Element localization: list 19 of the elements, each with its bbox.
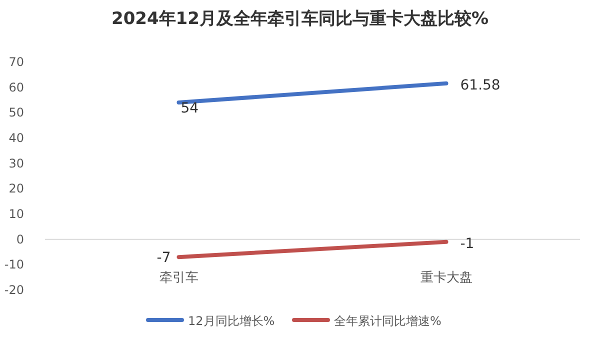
legend-label: 12月同比增长% (188, 314, 275, 328)
data-label: -1 (460, 236, 474, 252)
y-tick-label: 60 (8, 80, 24, 94)
x-tick-label: 牵引车 (159, 270, 198, 286)
chart-title: 2024年12月及全年牵引车同比与重卡大盘比较% (111, 9, 489, 29)
y-tick-label: 30 (8, 156, 24, 170)
y-tick-label: 50 (8, 106, 24, 120)
x-tick-label: 重卡大盘 (420, 270, 472, 286)
y-tick-label: 40 (8, 131, 24, 145)
y-tick-label: 70 (8, 55, 24, 69)
y-tick-label: 20 (8, 182, 24, 196)
data-label: 61.58 (460, 77, 500, 94)
y-tick-label: -20 (4, 283, 24, 297)
y-tick-label: 10 (8, 207, 24, 221)
data-label: 54 (180, 100, 199, 117)
data-label: -7 (156, 250, 171, 266)
legend-label: 全年累计同比增速% (334, 314, 442, 328)
y-tick-label: 0 (16, 232, 24, 246)
y-tick-label: -10 (4, 258, 24, 272)
